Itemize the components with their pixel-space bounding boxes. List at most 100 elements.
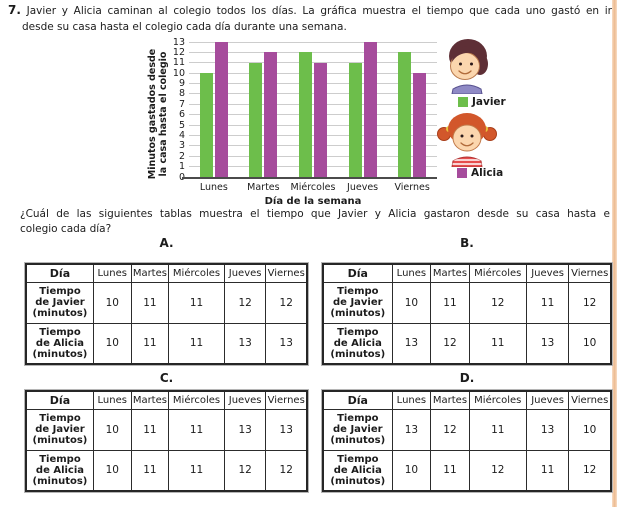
cell-javier-martes: 12 <box>430 408 470 451</box>
javier-illustration <box>449 39 488 94</box>
y-tick-11: 11 <box>172 57 185 69</box>
option-table-grid-d: Día Lunes Martes Miércoles Jueves Viernes Tiem… <box>322 390 612 492</box>
col-header-miercoles: Miércoles <box>168 263 225 283</box>
gridline <box>189 166 437 168</box>
cell-alicia-viernes: 12 <box>265 449 308 492</box>
bar-javier-lunes <box>199 73 213 177</box>
cell-javier-miercoles: 11 <box>468 408 527 451</box>
bar-group-lunes <box>189 42 239 177</box>
gridline <box>189 155 437 157</box>
intro-line-1: 7. Javier y Alicia caminan al colegio to… <box>8 3 612 20</box>
x-axis-label-viernes: Viernes <box>394 182 430 193</box>
x-axis-label-martes: Martes <box>247 182 280 193</box>
table-row-javier: Tiempo de Javier (minutos) 10 11 11 12 12 <box>25 281 308 324</box>
col-header-jueves: Jueves <box>525 390 570 410</box>
col-header-lunes: Lunes <box>391 263 432 283</box>
cell-javier-lunes: 13 <box>391 408 432 451</box>
col-header-lunes: Lunes <box>92 390 132 410</box>
y-tick-1: 1 <box>178 161 185 173</box>
table-header-row: Día Lunes Martes Miércoles Jueves Viernes <box>25 263 308 283</box>
gridline <box>189 83 437 85</box>
cell-javier-miercoles: 11 <box>168 281 225 324</box>
cell-alicia-jueves: 13 <box>223 322 267 365</box>
x-axis-label-lunes: Lunes <box>199 182 228 193</box>
cell-alicia-viernes: 13 <box>265 322 308 365</box>
table-row-alicia: Tiempo de Alicia (minutos) 10 11 11 12 12 <box>25 449 308 492</box>
row-label-javier: Tiempo de Javier (minutos) <box>25 408 94 451</box>
option-d-table: Día Lunes Martes Miércoles Jueves Viernes Tiem… <box>322 390 612 492</box>
row-label-alicia: Tiempo de Alicia (minutos) <box>25 322 94 365</box>
y-tick-4: 4 <box>178 129 185 141</box>
option-c-label: C. <box>159 371 174 385</box>
col-header-miercoles: Miércoles <box>468 263 527 283</box>
col-header-viernes: Viernes <box>265 263 308 283</box>
y-tick-0: 0 <box>159 172 185 183</box>
option-c-table: Día Lunes Martes Miércoles Jueves Viernes Tiem… <box>25 390 308 492</box>
col-header-dia: Día <box>25 390 94 410</box>
col-header-jueves: Jueves <box>223 263 267 283</box>
cell-javier-martes: 11 <box>130 408 170 451</box>
col-header-martes: Martes <box>130 390 170 410</box>
bar-chart: Minutos gastados desde la casa hasta el … <box>135 36 445 207</box>
table-header-row: Día Lunes Martes Miércoles Jueves Viernes <box>25 390 308 410</box>
cell-javier-lunes: 10 <box>391 281 432 324</box>
cell-alicia-jueves: 12 <box>223 449 267 492</box>
gridline <box>189 114 437 116</box>
bar-alicia-miercoles <box>313 62 327 177</box>
table-row-alicia: Tiempo de Alicia (minutos) 13 12 11 13 10 <box>322 322 612 365</box>
cell-alicia-lunes: 10 <box>391 449 432 492</box>
cell-javier-viernes: 10 <box>568 408 612 451</box>
x-axis-label-miercoles: Miércoles <box>290 182 336 193</box>
y-tick-13: 13 <box>172 36 185 48</box>
cell-alicia-martes: 12 <box>430 322 470 365</box>
col-header-dia: Día <box>322 390 393 410</box>
gridline <box>189 145 437 147</box>
cell-alicia-lunes: 10 <box>92 322 132 365</box>
chart-plot <box>182 41 437 179</box>
cell-javier-viernes: 12 <box>568 281 612 324</box>
legend-swatch-javier <box>458 97 468 107</box>
y-tick-5: 5 <box>178 119 185 131</box>
col-header-viernes: Viernes <box>568 390 612 410</box>
bar-alicia-jueves <box>363 42 377 177</box>
col-header-lunes: Lunes <box>391 390 432 410</box>
y-axis-title-line-1: Minutos gastados desde <box>147 48 158 180</box>
table-header-row: Día Lunes Martes Miércoles Jueves Viernes <box>322 263 612 283</box>
cell-javier-viernes: 13 <box>265 408 308 451</box>
x-axis-label-jueves: Jueves <box>347 182 379 193</box>
bar-alicia-viernes <box>413 73 427 177</box>
cell-javier-jueves: 12 <box>223 281 267 324</box>
gridline <box>189 62 437 64</box>
y-tick-3: 3 <box>178 140 185 152</box>
table-row-alicia: Tiempo de Alicia (minutos) 10 11 11 13 13 <box>25 322 308 365</box>
option-b-table: Día Lunes Martes Miércoles Jueves Viernes Tiem… <box>322 263 612 365</box>
question-line-1: ¿Cuál de las siguientes tablas muestra e… <box>20 208 610 220</box>
cell-alicia-jueves: 11 <box>525 449 570 492</box>
col-header-dia: Día <box>322 263 393 283</box>
question-line-2: colegio cada día? <box>20 222 112 235</box>
problem-statement: 7. Javier y Alicia caminan al colegio to… <box>8 3 612 35</box>
cell-javier-viernes: 12 <box>265 281 308 324</box>
table-header-row: Día Lunes Martes Miércoles Jueves Viernes <box>322 390 612 410</box>
cell-alicia-miercoles: 11 <box>468 322 527 365</box>
cell-alicia-jueves: 13 <box>525 322 570 365</box>
y-tick-2: 2 <box>178 150 185 162</box>
col-header-dia: Día <box>25 263 94 283</box>
option-table-grid-b: Día Lunes Martes Miércoles Jueves Viernes Tiem… <box>322 263 612 365</box>
bar-javier-martes <box>249 62 263 177</box>
cell-javier-jueves: 11 <box>525 281 570 324</box>
y-tick-12: 12 <box>172 46 185 58</box>
cell-javier-jueves: 13 <box>223 408 267 451</box>
intro-line-1-text: Javier y Alicia caminan al colegio todos… <box>26 5 612 17</box>
col-header-martes: Martes <box>430 390 470 410</box>
bar-alicia-lunes <box>214 42 228 177</box>
chart-legend: Javier Alicia <box>437 36 612 202</box>
row-label-javier: Tiempo de Javier (minutos) <box>322 281 393 324</box>
option-a-table: Día Lunes Martes Miércoles Jueves Viernes Tiem… <box>25 263 308 365</box>
cell-javier-jueves: 13 <box>525 408 570 451</box>
cell-javier-martes: 11 <box>130 281 170 324</box>
gridline <box>189 124 437 126</box>
col-header-viernes: Viernes <box>265 390 308 410</box>
table-row-alicia: Tiempo de Alicia (minutos) 10 11 12 11 12 <box>322 449 612 492</box>
